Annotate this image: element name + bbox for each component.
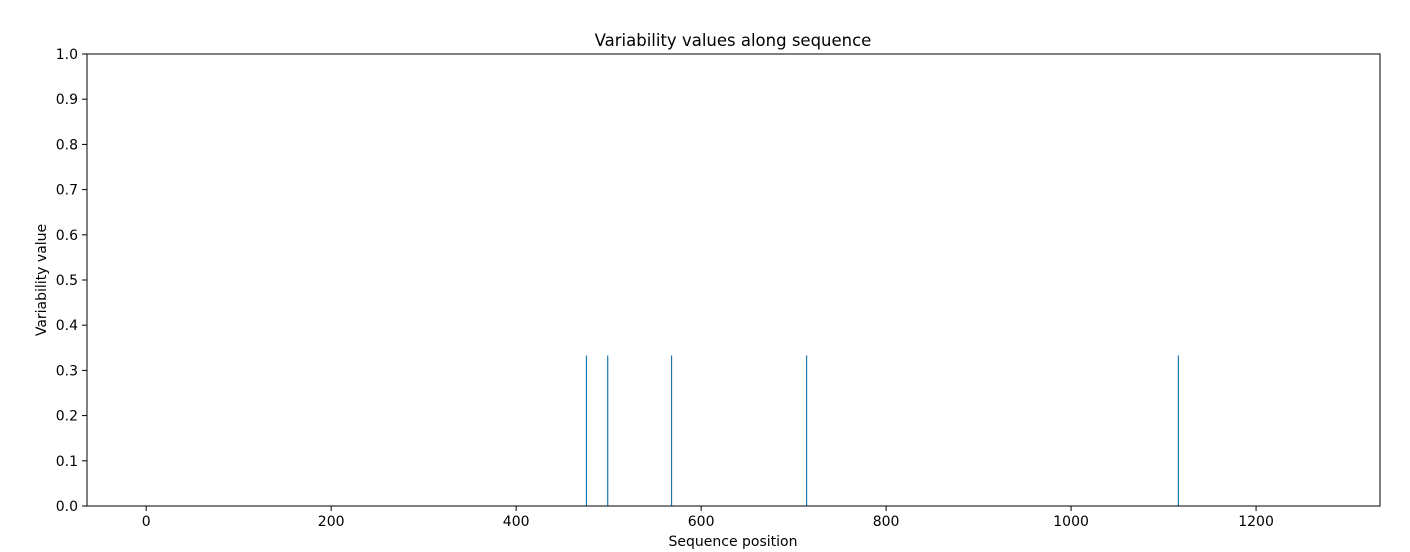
x-tick-label: 1200 [1238,514,1274,530]
y-tick-label: 0.7 [56,183,78,199]
y-tick-label: 0.3 [56,363,78,379]
y-tick-label: 0.0 [56,499,78,515]
y-tick-label: 0.9 [56,92,78,108]
x-tick-label: 0 [142,514,151,530]
x-tick-label: 800 [873,514,900,530]
y-tick-label: 0.1 [56,454,78,470]
y-tick-label: 0.6 [56,228,78,244]
plot-area: 0 200 400 600 800 1000 1200 0.0 0.1 0.2 0.3 0.4 0.5 0… [56,47,1381,530]
chart-title: Variability values along sequence [595,31,872,50]
y-tick-label: 0.8 [56,137,78,153]
y-axis-label: Variability value [34,224,50,336]
y-tick-label: 0.5 [56,273,78,289]
y-tick-label: 0.4 [56,318,78,334]
y-tick-label: 0.2 [56,409,78,425]
x-tick-label: 1000 [1053,514,1089,530]
x-tick-label: 400 [503,514,530,530]
x-axis-label: Sequence position [669,534,798,550]
x-tick-label: 600 [688,514,715,530]
y-tick-label: 1.0 [56,47,78,63]
x-tick-label: 200 [318,514,345,530]
